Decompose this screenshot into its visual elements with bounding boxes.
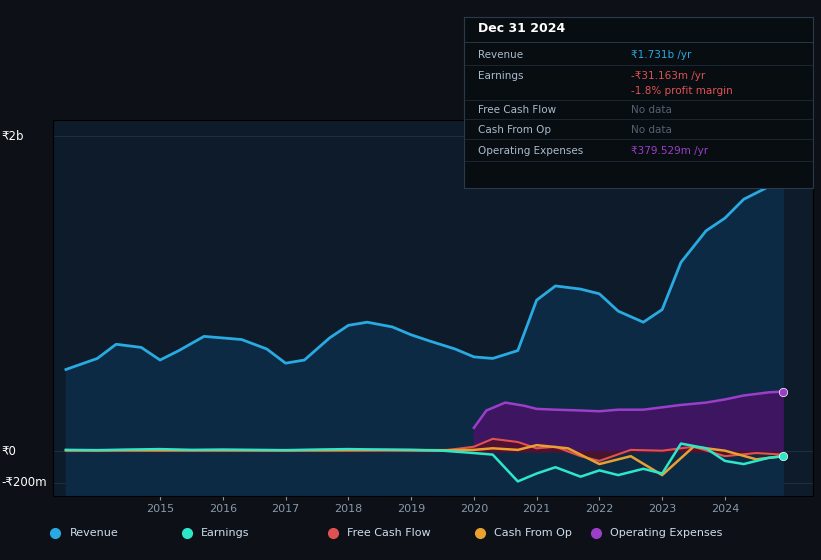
Text: Operating Expenses: Operating Expenses [478,146,583,156]
Text: No data: No data [631,105,672,115]
Text: Free Cash Flow: Free Cash Flow [478,105,556,115]
Text: ₹379.529m /yr: ₹379.529m /yr [631,146,709,156]
Text: ₹0: ₹0 [2,445,16,458]
Text: -1.8% profit margin: -1.8% profit margin [631,86,733,96]
Text: Earnings: Earnings [478,71,523,81]
Text: -₹200m: -₹200m [2,477,48,489]
Text: Operating Expenses: Operating Expenses [610,529,722,538]
Text: Cash From Op: Cash From Op [478,124,551,134]
Text: No data: No data [631,124,672,134]
Text: -₹31.163m /yr: -₹31.163m /yr [631,71,705,81]
Text: ₹1.731b /yr: ₹1.731b /yr [631,50,692,60]
Text: Revenue: Revenue [478,50,523,60]
Text: Revenue: Revenue [70,529,118,538]
Text: Cash From Op: Cash From Op [494,529,571,538]
Text: ₹2b: ₹2b [2,130,24,143]
Text: Free Cash Flow: Free Cash Flow [347,529,431,538]
Text: Dec 31 2024: Dec 31 2024 [478,22,565,35]
Text: Earnings: Earnings [200,529,249,538]
